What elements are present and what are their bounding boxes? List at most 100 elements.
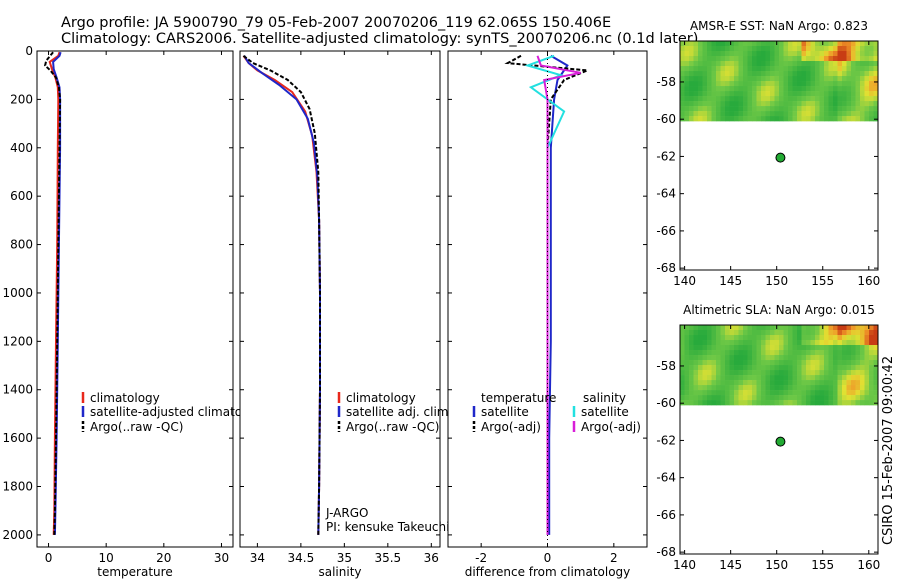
heatmap-cell [711,66,717,72]
heatmap-cell [837,81,843,87]
heatmap-cell [702,116,708,122]
heatmap-cell [837,355,843,361]
heatmap-cell [770,335,775,341]
heatmap-cell [747,41,753,47]
heatmap-cell [738,330,744,336]
heatmap-cell [783,360,789,366]
heatmap-cell [783,390,789,396]
heatmap-cell [756,86,762,92]
heatmap-cell [806,61,811,67]
heatmap-cell [842,400,847,406]
heatmap-cell [819,380,825,386]
heatmap-cell [711,56,717,62]
heatmap-cell [680,91,685,97]
heatmap-cell [873,325,879,331]
heatmap-cell [752,325,757,331]
heatmap-cell [846,330,852,336]
heatmap-cell [842,330,847,336]
heatmap-cell [747,335,753,341]
heatmap-cell [702,335,708,341]
heatmap-cell [680,76,685,82]
heatmap-cell [815,360,820,366]
heatmap-cell [860,340,865,346]
heatmap-cell [702,91,708,97]
heatmap-cell [864,96,870,102]
heatmap-cell [711,76,717,82]
y-tick-label: -68 [656,545,676,559]
heatmap-cell [810,46,816,52]
heatmap-cell [815,81,820,87]
heatmap-cell [788,86,793,92]
heatmap-cell [801,76,807,82]
heatmap-cell [828,96,834,102]
series-group [43,51,62,535]
heatmap-cell [684,66,690,72]
heatmap-cell [684,340,690,346]
heatmap-cell [810,56,816,62]
heatmap-cell [734,46,739,52]
heatmap-cell [711,116,717,122]
heatmap-cell [747,375,753,381]
heatmap-cell [698,330,703,336]
heatmap-cell [765,345,771,351]
heatmap-cell [693,66,699,72]
heatmap-cell [846,46,852,52]
heatmap-cell [846,395,852,401]
heatmap-cell [801,41,807,47]
heatmap-cell [819,81,825,87]
heatmap-cell [833,380,838,386]
heatmap-cell [684,350,690,356]
heatmap-cell [846,325,852,331]
heatmap-cell [846,86,852,92]
heatmap-cell [815,375,820,381]
heatmap-cell [756,81,762,87]
heatmap-cell [869,400,874,406]
heatmap-cell [747,61,753,67]
heatmap-cell [774,365,780,371]
heatmap-cell [684,330,690,336]
heatmap-cell [815,86,820,92]
heatmap-cell [747,330,753,336]
heatmap-cell [684,51,690,57]
heatmap-cell [810,330,816,336]
heatmap-cell [720,360,726,366]
heatmap-cell [689,375,694,381]
heatmap-cell [770,81,775,87]
heatmap-cell [774,345,780,351]
heatmap-cell [725,335,730,341]
heatmap-cell [720,350,726,356]
heatmap-cell [743,395,748,401]
heatmap-cell [860,86,865,92]
heatmap-cell [846,81,852,87]
heatmap-cell [716,86,721,92]
heatmap-cell [738,91,744,97]
chart-temperature: 0 200 400 600 800 1000 1200 1400 1600 1800 2000 0 10… [2,44,267,579]
heatmap-cell [797,380,802,386]
heatmap-cell [860,370,865,376]
heatmap-cell [824,380,829,386]
heatmap-cell [720,71,726,77]
heatmap-cell [792,335,798,341]
heatmap-cell [806,56,811,62]
heatmap-cell [761,390,766,396]
heatmap-cell [783,51,789,57]
heatmap-cell [779,106,784,112]
heatmap-cell [869,81,874,87]
heatmap-cell [734,76,739,82]
heatmap-cell [815,71,820,77]
heatmap-cell [873,375,879,381]
heatmap-cell [824,61,829,67]
heatmap-cell [684,385,690,391]
heatmap-cell [711,41,717,47]
heatmap-cell [765,360,771,366]
heatmap-cell [837,400,843,406]
heatmap-cell [833,365,838,371]
heatmap-cell [783,41,789,47]
heatmap-cell [725,91,730,97]
heatmap-cell [842,335,847,341]
heatmap-cell [797,330,802,336]
heatmap-cell [725,355,730,361]
heatmap-cell [752,395,757,401]
heatmap-cell [860,116,865,122]
